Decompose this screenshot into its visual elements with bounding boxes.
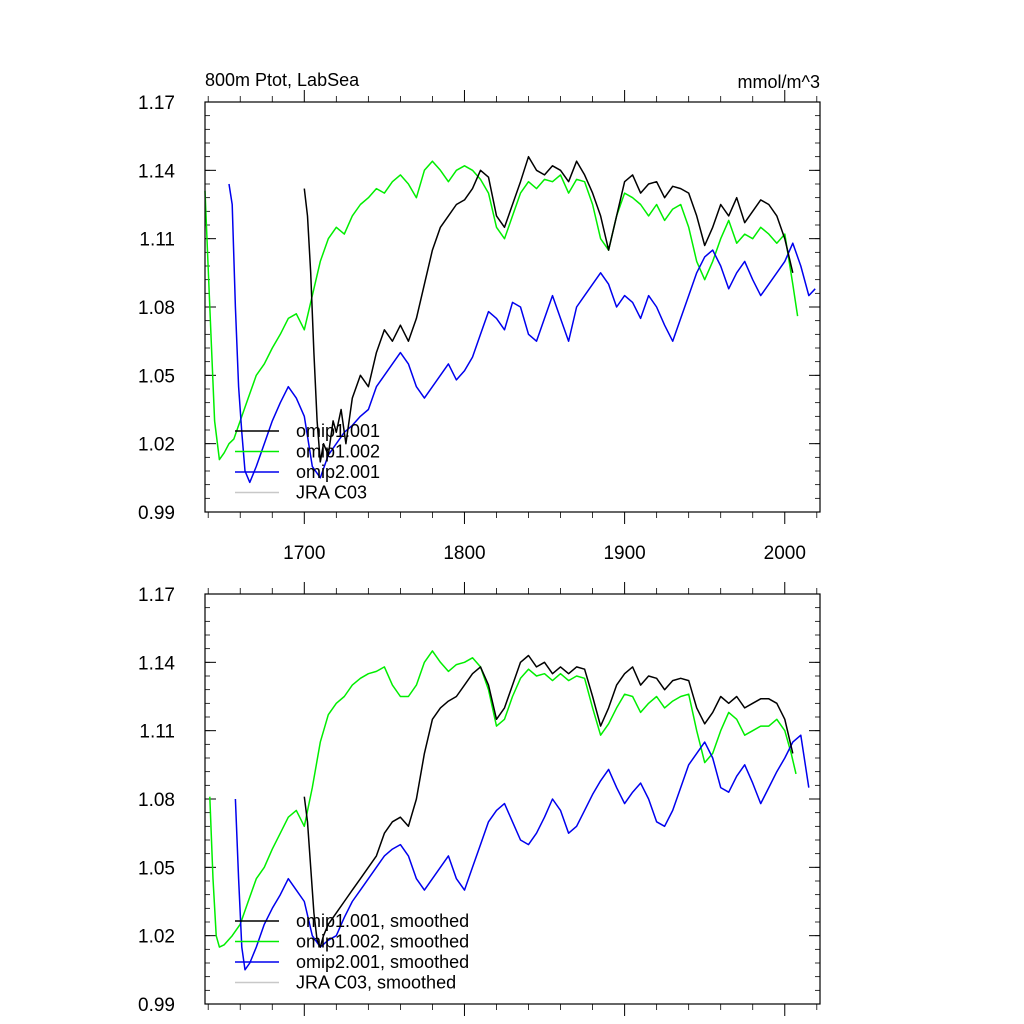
legend-label: JRA C03 [296, 483, 367, 503]
legend-label: omip1.001, smoothed [296, 911, 469, 931]
y-tick-label: 1.05 [138, 366, 175, 387]
top-panel: 800m Ptot, LabSea mmol/m^3 0.99 1.02 1.05 1… [138, 70, 821, 564]
y-tick-label: 0.99 [138, 995, 175, 1016]
y-tick-label: 1.05 [138, 858, 175, 879]
x-tick-label: 1700 [283, 543, 325, 564]
y-tick-label: 1.08 [138, 790, 175, 811]
series-line-omip1-001 [303, 155, 794, 463]
legend-label: omip1.001 [296, 421, 380, 441]
legend-label: omip2.001, smoothed [296, 952, 469, 972]
y-tick-label: 0.99 [138, 503, 175, 524]
chart-title: 800m Ptot, LabSea [205, 70, 360, 90]
units-label: mmol/m^3 [738, 72, 820, 92]
bottom-panel: 0.99 1.02 1.05 1.08 1.11 1.14 1.17 omip1.001, … [138, 582, 821, 1016]
series-line-omip2-001 [228, 183, 816, 484]
series-line-omip1-002 [204, 160, 799, 461]
legend-label: omip2.001 [296, 462, 380, 482]
x-tick-label: 2000 [764, 543, 806, 564]
legend-label: JRA C03, smoothed [296, 973, 456, 993]
y-tick-label: 1.11 [139, 230, 175, 251]
y-tick-label: 1.14 [138, 653, 175, 674]
y-tick-label: 1.14 [138, 161, 175, 182]
legend-label: omip1.002 [296, 442, 380, 462]
y-tick-label: 1.17 [138, 585, 175, 606]
y-tick-label: 1.02 [138, 927, 175, 948]
series-line-omip2-001-smoothed [234, 734, 810, 971]
series-line-omip1-001-smoothed [303, 654, 794, 948]
y-tick-label: 1.02 [138, 435, 175, 456]
plot-frame [204, 593, 821, 1005]
y-tick-label: 1.17 [138, 93, 175, 114]
y-tick-label: 1.11 [139, 722, 175, 743]
x-tick-label: 1800 [443, 543, 485, 564]
plot-frame [204, 101, 821, 513]
x-tick-label: 1900 [603, 543, 645, 564]
series-line-omip1-002-smoothed [209, 650, 797, 948]
y-tick-label: 1.08 [138, 298, 175, 319]
legend-label: omip1.002, smoothed [296, 932, 469, 952]
